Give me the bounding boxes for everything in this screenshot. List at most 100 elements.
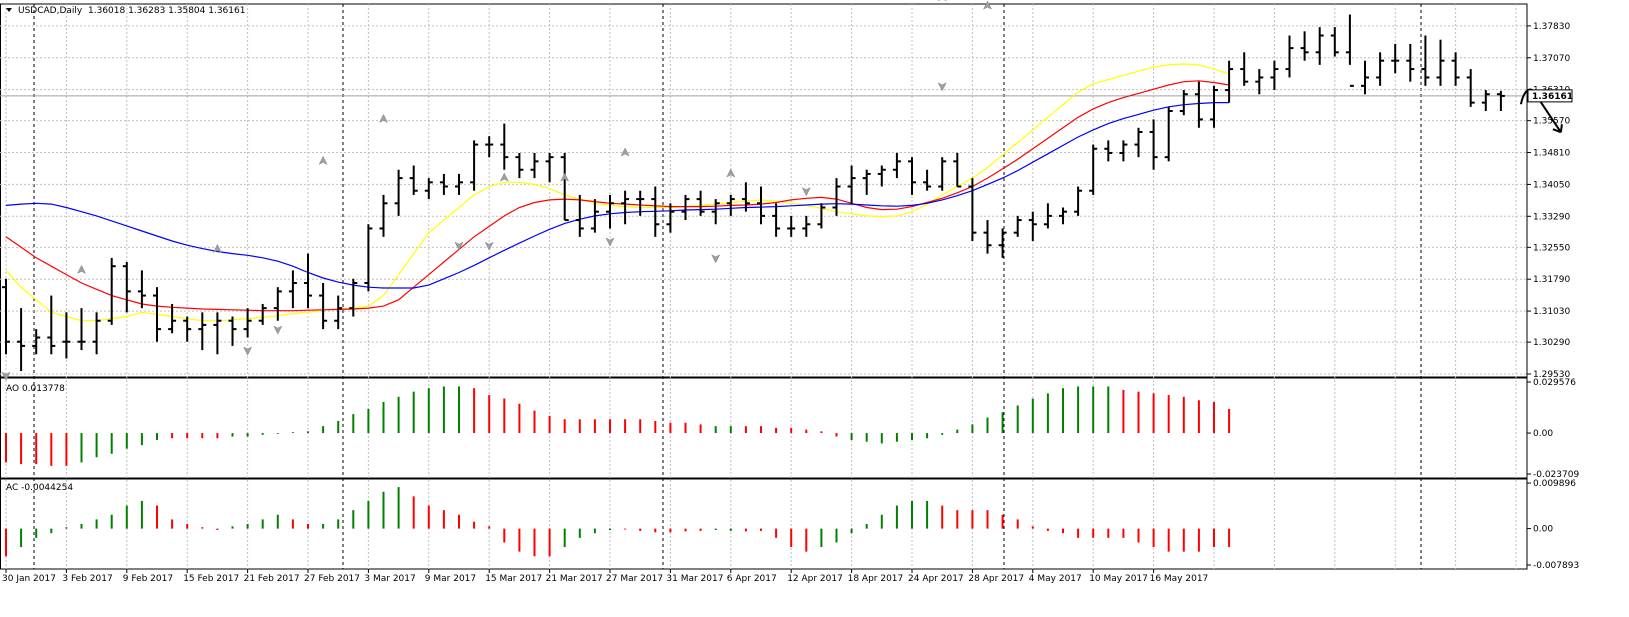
fractal-down-icon bbox=[484, 241, 494, 251]
ohlc-bar bbox=[681, 194, 690, 221]
ohlc-bar bbox=[590, 199, 599, 233]
chevron-down-icon bbox=[6, 8, 12, 12]
ohlc-bar bbox=[153, 287, 161, 342]
ohlc-bar bbox=[968, 178, 977, 242]
price-tick-label: 1.37830 bbox=[1533, 22, 1570, 32]
ohlc-bar bbox=[847, 165, 856, 204]
ohlc-bar bbox=[122, 262, 131, 313]
date-tick-label: 24 Apr 2017 bbox=[908, 574, 964, 584]
ao-tick-label: -0.023709 bbox=[1533, 470, 1579, 480]
ohlc-bar bbox=[726, 194, 735, 216]
ohlc-bar bbox=[485, 136, 494, 158]
ohlc-bar bbox=[1391, 43, 1400, 74]
ohlc-bar bbox=[198, 312, 207, 351]
ohlc-bar bbox=[1421, 35, 1430, 86]
ohlc-bar bbox=[168, 303, 177, 334]
fractal-down-icon bbox=[605, 237, 615, 247]
ohlc-bar bbox=[1345, 14, 1354, 87]
ac-tick-label: -0.007893 bbox=[1533, 561, 1579, 571]
ohlc-bar bbox=[1210, 85, 1218, 128]
ohlc-bar bbox=[137, 270, 146, 309]
date-tick-label: 3 Mar 2017 bbox=[364, 574, 415, 584]
price-tick-label: 1.34050 bbox=[1533, 180, 1570, 190]
ohlc-bar bbox=[908, 157, 916, 195]
ohlc-bar bbox=[424, 178, 433, 200]
ohlc-bar bbox=[515, 152, 524, 179]
date-tick-label: 15 Mar 2017 bbox=[485, 574, 542, 584]
fractal-down-icon bbox=[801, 187, 811, 197]
ohlc-bar bbox=[1089, 144, 1098, 195]
ac-panel bbox=[5, 487, 1231, 557]
ohlc-bar bbox=[953, 152, 962, 188]
ac-label: AC -0.0044254 bbox=[6, 483, 73, 493]
ao-label: AO 0.013778 bbox=[6, 384, 65, 394]
ohlc-bar bbox=[802, 215, 811, 237]
ma-blue-line bbox=[5, 101, 1230, 289]
date-tick-label: 3 Feb 2017 bbox=[62, 574, 112, 584]
ohlc-bar bbox=[1225, 60, 1234, 103]
ohlc-bar bbox=[923, 169, 932, 191]
ohlc-bar bbox=[47, 295, 56, 355]
ohlc-bar bbox=[862, 169, 871, 195]
ohlc-bar bbox=[304, 253, 312, 309]
ohlc-bar bbox=[1496, 90, 1505, 112]
ohlc-bar bbox=[560, 152, 569, 222]
ohlc-bar bbox=[379, 194, 388, 237]
fractal-up-icon bbox=[212, 243, 222, 253]
panel-labels: USDCAD,Daily 1.36018 1.36283 1.35804 1.3… bbox=[6, 6, 245, 493]
date-tick-label: 6 Apr 2017 bbox=[727, 574, 777, 584]
ohlc-bar bbox=[2, 278, 10, 355]
ohlc-bar bbox=[757, 186, 765, 225]
ohlc-bar bbox=[1043, 203, 1052, 229]
ohlc-bar bbox=[213, 312, 222, 355]
ao-tick-label: 0.00 bbox=[1533, 429, 1553, 439]
ohlc-bar bbox=[636, 190, 645, 216]
ohlc-bar bbox=[621, 190, 630, 225]
ohlc-bar bbox=[334, 295, 343, 330]
ohlc-bar bbox=[938, 157, 947, 191]
date-tick-label: 28 Apr 2017 bbox=[968, 574, 1024, 584]
ohlc-bar bbox=[666, 203, 675, 233]
fractal-up-icon bbox=[560, 172, 570, 182]
ohlc-bar bbox=[319, 282, 328, 330]
date-tick-label: 15 Feb 2017 bbox=[183, 574, 239, 584]
date-tick-label: 16 May 2017 bbox=[1150, 574, 1209, 584]
ohlc-bar bbox=[409, 165, 418, 195]
ohlc-bar bbox=[1300, 31, 1309, 61]
date-tick-label: 4 May 2017 bbox=[1029, 574, 1082, 584]
date-axis: 30 Jan 2017 3 Feb 2017 9 Feb 2017 15 Feb 20… bbox=[2, 569, 1208, 584]
ohlc-bar bbox=[1376, 52, 1385, 86]
ohlc-bar bbox=[364, 224, 373, 292]
price-tick-label: 1.32550 bbox=[1533, 243, 1570, 253]
ma-red-line bbox=[5, 80, 1230, 312]
ohlc-bar bbox=[439, 173, 448, 195]
date-tick-label: 31 Mar 2017 bbox=[666, 574, 723, 584]
ohlc-bar bbox=[892, 152, 901, 179]
ao-panel bbox=[5, 386, 1231, 466]
ohlc-bar bbox=[1361, 60, 1369, 95]
price-panel bbox=[0, 0, 1563, 381]
price-tick-label: 1.34810 bbox=[1533, 149, 1570, 159]
ohlc-bar bbox=[1074, 186, 1083, 216]
symbol-title: USDCAD,Daily bbox=[18, 6, 83, 16]
ohlc-bar bbox=[394, 169, 403, 216]
fractal-up-icon bbox=[937, 0, 947, 2]
ohlc-bar bbox=[1119, 140, 1128, 162]
ohlc-bar bbox=[1481, 90, 1490, 112]
ohlc-bar bbox=[1028, 211, 1037, 242]
ohlc-bar bbox=[1059, 207, 1067, 225]
fractal-up-icon bbox=[982, 0, 993, 10]
ohlc-bar bbox=[711, 199, 720, 225]
price-tick-label: 1.31030 bbox=[1533, 307, 1570, 317]
ac-tick-label: 0.009896 bbox=[1533, 479, 1576, 489]
fractal-up-icon bbox=[378, 113, 389, 123]
ohlc-header: 1.36018 1.36283 1.35804 1.36161 bbox=[88, 6, 245, 16]
ohlc-bar bbox=[651, 186, 660, 237]
ohlc-bar bbox=[107, 257, 116, 325]
fractal-up-icon bbox=[76, 264, 87, 274]
ohlc-bar bbox=[455, 173, 463, 195]
ohlc-bar bbox=[817, 203, 826, 229]
ohlc-bar bbox=[183, 316, 192, 342]
